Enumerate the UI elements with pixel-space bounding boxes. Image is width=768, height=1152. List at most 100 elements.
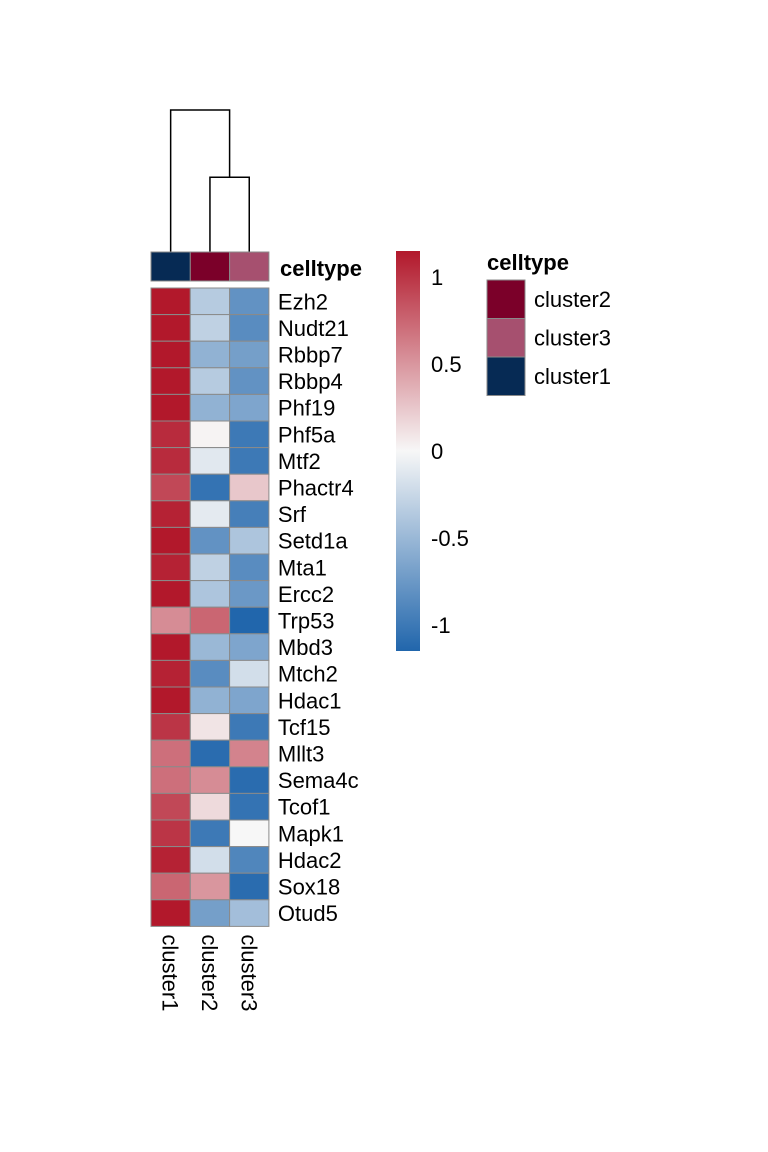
heatmap-cell — [189, 606, 231, 635]
heatmap-cell — [189, 872, 231, 901]
heatmap-cell — [229, 659, 270, 688]
color-scale-tick-label: 1 — [431, 265, 443, 290]
row-label: Mtch2 — [278, 662, 338, 687]
row-label: Otud5 — [278, 901, 338, 926]
heatmap-cell — [229, 340, 270, 369]
heatmap-cell — [229, 526, 270, 555]
column-labels: cluster1 cluster2 cluster3 — [158, 934, 262, 1011]
row-label: Mapk1 — [278, 821, 344, 846]
heatmap-cell — [150, 314, 191, 342]
legend-swatch-cluster2 — [486, 279, 526, 319]
row-label: Sema4c — [278, 768, 359, 793]
annotation-cell-cluster3 — [229, 251, 270, 282]
heatmap-cell — [189, 819, 231, 848]
heatmap-cell — [150, 553, 191, 582]
heatmap-cell — [189, 713, 231, 741]
legend-entries: cluster2 cluster3 cluster1 — [486, 279, 611, 396]
heatmap-cell — [189, 659, 231, 688]
legend-title: celltype — [487, 250, 569, 275]
legend-swatch-cluster1 — [486, 356, 526, 396]
column-dendrogram — [169, 109, 250, 252]
heatmap-cell — [229, 846, 270, 874]
row-label: Phactr4 — [278, 476, 354, 501]
heatmap-cell — [229, 713, 270, 741]
heatmap-cell — [150, 393, 191, 422]
color-scale-tick-label: 0.5 — [431, 352, 462, 377]
heatmap-cell — [189, 553, 231, 582]
legend-label: cluster2 — [534, 287, 611, 312]
celltype-legend: celltype cluster2 cluster3 cluster1 — [486, 250, 611, 396]
heatmap-cell — [189, 580, 231, 608]
heatmap-cell — [189, 367, 231, 395]
heatmap-cell — [189, 846, 231, 874]
heatmap-cell — [150, 633, 191, 661]
annotation-name-label: celltype — [280, 256, 362, 281]
heatmap-cell — [229, 393, 270, 422]
heatmap-cell — [150, 420, 191, 449]
color-scale-tick-label: -1 — [431, 613, 451, 638]
heatmap-cell — [229, 473, 270, 502]
heatmap-cell — [150, 500, 191, 528]
heatmap-cell — [150, 872, 191, 901]
row-label: Nudt21 — [278, 316, 349, 341]
heatmap-cell — [229, 447, 270, 475]
row-label: Hdac1 — [278, 688, 342, 713]
heatmap-cell — [229, 314, 270, 342]
heatmap-cell — [150, 606, 191, 635]
heatmap-cell — [189, 766, 231, 794]
heatmap-cell — [229, 287, 270, 316]
heatmap-cell — [189, 739, 231, 768]
heatmap-cell — [229, 553, 270, 582]
heatmap-cell — [150, 739, 191, 768]
heatmap-cell — [189, 420, 231, 449]
heatmap-cell — [229, 686, 270, 715]
color-scale-legend: 1 0.5 0 -0.5 -1 — [396, 251, 469, 651]
heatmap-cell — [150, 846, 191, 874]
color-scale-bar — [396, 251, 420, 651]
heatmap-cell — [189, 340, 231, 369]
row-label: Phf19 — [278, 396, 336, 421]
row-label: Ezh2 — [278, 289, 328, 314]
heatmap-cell — [189, 314, 231, 342]
row-label: Srf — [278, 502, 307, 527]
column-annotation-bar: celltype — [150, 251, 362, 282]
row-label: Mllt3 — [278, 742, 324, 767]
heatmap-cell — [189, 526, 231, 555]
heatmap-cell — [229, 420, 270, 449]
heatmap-cell — [150, 447, 191, 475]
heatmap-cell — [189, 287, 231, 316]
heatmap-cells — [150, 287, 270, 927]
heatmap-cell — [189, 899, 231, 927]
heatmap-cell — [229, 766, 270, 794]
column-label: cluster2 — [197, 934, 222, 1011]
color-scale-ticks: 1 0.5 0 -0.5 -1 — [431, 265, 469, 638]
row-label: Setd1a — [278, 529, 348, 554]
column-label: cluster1 — [158, 934, 183, 1011]
annotation-cell-cluster1 — [150, 251, 191, 282]
row-label: Rbbp4 — [278, 369, 343, 394]
heatmap-cell — [229, 367, 270, 395]
heatmap-cell — [150, 766, 191, 794]
heatmap-cell — [189, 500, 231, 528]
heatmap-cell — [229, 819, 270, 848]
column-label: cluster3 — [236, 934, 261, 1011]
row-label: Mtf2 — [278, 449, 321, 474]
row-labels: Ezh2Nudt21Rbbp7Rbbp4Phf19Phf5aMtf2Phactr… — [278, 289, 359, 926]
row-label: Ercc2 — [278, 582, 334, 607]
heatmap-cell — [189, 393, 231, 422]
heatmap-cell — [150, 340, 191, 369]
heatmap-cell — [150, 580, 191, 608]
heatmap-cell — [150, 899, 191, 927]
heatmap-cell — [229, 500, 270, 528]
legend-swatch-cluster3 — [486, 318, 526, 358]
heatmap-cell — [150, 819, 191, 848]
legend-label: cluster3 — [534, 326, 611, 351]
heatmap-cell — [229, 633, 270, 661]
annotation-cell-cluster2 — [189, 251, 231, 282]
row-label: Tcf15 — [278, 715, 331, 740]
heatmap-cell — [150, 659, 191, 688]
heatmap-cell — [189, 447, 231, 475]
heatmap-cell — [189, 686, 231, 715]
heatmap-cell — [150, 287, 191, 316]
